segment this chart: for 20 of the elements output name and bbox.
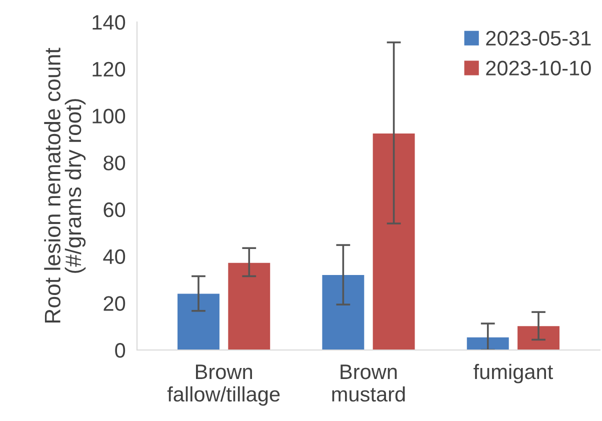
legend-label: 2023-10-10 (486, 60, 591, 76)
y-tick-label: 80 (104, 156, 126, 170)
y-tick-label: 100 (92, 108, 126, 124)
x-tick-label: Brown fallow/tillage (167, 364, 280, 406)
x-tick-label: fumigant (474, 364, 553, 384)
bar (322, 275, 364, 350)
bar (466, 337, 509, 350)
y-tick-label: 0 (115, 343, 126, 358)
bar (518, 326, 560, 350)
y-tick-label: 20 (104, 296, 126, 311)
legend-label: 2023-05-31 (486, 30, 591, 46)
y-tick-label: 60 (104, 202, 126, 218)
x-tick-label: Brown mustard (332, 364, 405, 402)
y-tick-label: 40 (103, 249, 126, 264)
y-tick-label: 120 (92, 62, 126, 77)
bar (228, 262, 270, 350)
bar (178, 294, 220, 350)
bar (372, 134, 415, 350)
y-axis-title: Root lesion nematode count (#/grams dry root) (44, 48, 86, 323)
y-tick-label: 140 (92, 15, 126, 30)
